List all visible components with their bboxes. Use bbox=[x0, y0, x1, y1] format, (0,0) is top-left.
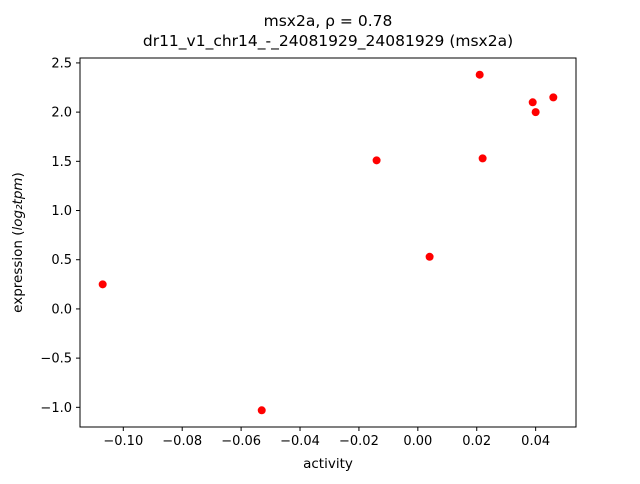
chart-subtitle: dr11_v1_chr14_-_24081929_24081929 (msx2a… bbox=[143, 32, 513, 51]
y-tick-label: 1.5 bbox=[51, 155, 72, 170]
axes-frame bbox=[79, 57, 577, 428]
data-point bbox=[549, 93, 558, 102]
y-axis-label-prefix: expression ( bbox=[10, 230, 26, 312]
x-tick-label: 0.00 bbox=[403, 434, 432, 449]
data-point bbox=[478, 154, 487, 163]
y-axis-label: expression (log₂tpm) bbox=[10, 172, 26, 313]
data-points bbox=[98, 70, 558, 415]
data-point bbox=[98, 280, 107, 289]
data-point bbox=[475, 70, 484, 79]
y-tick-label: −1.0 bbox=[40, 401, 72, 416]
axis-ticks: −0.10 −0.08 −0.06 −0.04 −0.02 0.00 0.02 0.04 −1.… bbox=[40, 56, 550, 449]
data-point bbox=[257, 406, 266, 415]
x-tick-label: −0.04 bbox=[280, 434, 320, 449]
data-point bbox=[425, 252, 434, 261]
data-point bbox=[531, 108, 540, 117]
x-tick-label: −0.02 bbox=[339, 434, 379, 449]
y-tick-label: 1.0 bbox=[51, 204, 72, 219]
y-tick-label: 2.0 bbox=[51, 106, 72, 121]
y-tick-label: −0.5 bbox=[40, 352, 72, 367]
y-axis-label-math: log₂tpm bbox=[10, 177, 26, 230]
y-tick-label: 0.0 bbox=[51, 302, 72, 317]
x-axis-label: activity bbox=[303, 456, 353, 472]
y-axis-label-suffix: ) bbox=[10, 172, 26, 177]
y-tick-label: 0.5 bbox=[51, 253, 72, 268]
plot-area bbox=[80, 58, 576, 427]
x-tick-label: −0.10 bbox=[103, 434, 143, 449]
chart-title: msx2a, ρ = 0.78 bbox=[264, 12, 393, 30]
x-tick-label: −0.06 bbox=[221, 434, 261, 449]
data-point bbox=[528, 98, 537, 107]
y-tick-label: 2.5 bbox=[51, 56, 72, 71]
x-tick-label: −0.08 bbox=[162, 434, 202, 449]
x-tick-label: 0.02 bbox=[462, 434, 491, 449]
x-tick-label: 0.04 bbox=[521, 434, 550, 449]
data-point bbox=[372, 156, 381, 165]
